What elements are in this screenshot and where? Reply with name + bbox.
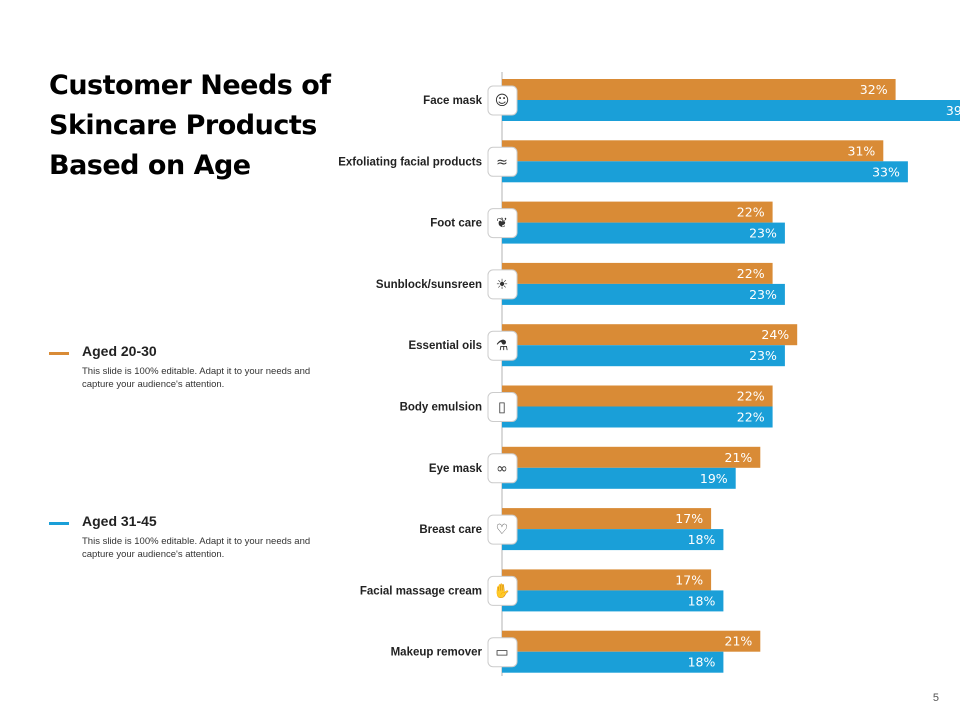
data-label: 23% <box>749 287 777 302</box>
bar-aged-20-30 <box>502 79 896 100</box>
foot-care-icon: ❦ <box>487 208 518 239</box>
data-label: 17% <box>675 572 703 587</box>
massage-cream-icon: ✋ <box>487 575 518 606</box>
bar-aged-20-30 <box>502 508 712 530</box>
category-label: Sunblock/sunsreen <box>376 279 482 291</box>
category-label: Exfoliating facial products <box>338 156 482 168</box>
svg-text:∞: ∞ <box>496 461 508 477</box>
bar-aged-20-30 <box>502 324 798 346</box>
bar-aged-31-45 <box>502 222 785 244</box>
category-label: Makeup remover <box>391 647 483 659</box>
data-label: 18% <box>688 655 716 670</box>
page-number: 5 <box>932 692 939 704</box>
data-label: 23% <box>749 226 777 241</box>
bar-aged-20-30 <box>502 385 773 407</box>
bar-aged-20-30 <box>502 140 884 162</box>
bar-aged-20-30 <box>502 569 712 591</box>
svg-text:▯: ▯ <box>498 400 506 416</box>
bar-aged-20-30 <box>502 201 773 223</box>
category-label: Eye mask <box>429 463 483 475</box>
eye-mask-icon: ∞ <box>487 453 518 484</box>
category-label: Body emulsion <box>400 402 482 414</box>
sunblock-icon: ☀ <box>487 269 518 300</box>
data-label: 23% <box>749 348 777 363</box>
bar-aged-20-30 <box>502 446 761 468</box>
data-label: 22% <box>737 410 765 425</box>
svg-text:≈: ≈ <box>496 154 508 170</box>
legend-title: Aged 31-45 <box>82 513 157 529</box>
data-label: 17% <box>675 511 703 526</box>
category-label: Facial massage cream <box>360 585 482 597</box>
svg-text:▭: ▭ <box>495 645 508 661</box>
makeup-remover-icon: ▭ <box>487 637 518 668</box>
svg-text:☀: ☀ <box>496 277 509 293</box>
essential-oils-icon: ⚗ <box>487 330 518 361</box>
data-label: 33% <box>872 164 900 179</box>
legend-swatch <box>49 522 69 525</box>
bar-aged-31-45 <box>502 345 785 367</box>
svg-text:♡: ♡ <box>496 522 509 538</box>
bar-aged-20-30 <box>502 630 761 652</box>
category-label: Essential oils <box>408 340 482 352</box>
data-label: 18% <box>688 593 716 608</box>
legend-swatch <box>49 352 69 355</box>
bar-aged-31-45 <box>502 283 785 305</box>
legend-description: This slide is 100% editable. Adapt it to… <box>82 366 311 390</box>
category-label: Breast care <box>419 524 482 536</box>
bar-aged-31-45 <box>502 467 736 489</box>
bar-aged-31-45 <box>502 590 724 612</box>
data-label: 39% <box>946 103 960 118</box>
bar-aged-31-45 <box>502 651 724 673</box>
svg-text:✋: ✋ <box>493 582 510 599</box>
bar-aged-20-30 <box>502 262 773 284</box>
category-label: Foot care <box>430 218 482 230</box>
category-label: Face mask <box>423 95 482 107</box>
bar-aged-31-45 <box>502 100 960 121</box>
data-label: 18% <box>688 532 716 547</box>
data-label: 22% <box>737 205 765 220</box>
page-title: Customer Needs of Skincare Products Base… <box>49 70 331 181</box>
data-label: 22% <box>737 266 765 281</box>
legend-title: Aged 20-30 <box>82 343 157 359</box>
exfoliating-icon: ≈ <box>487 146 518 177</box>
body-emulsion-icon: ▯ <box>487 392 518 422</box>
bar-aged-31-45 <box>502 161 908 183</box>
legend-description: This slide is 100% editable. Adapt it to… <box>82 536 311 560</box>
data-label: 19% <box>700 471 728 486</box>
data-label: 22% <box>737 389 765 404</box>
breast-care-icon: ♡ <box>487 514 518 545</box>
bar-aged-31-45 <box>502 406 773 428</box>
data-label: 24% <box>761 327 789 342</box>
bar-aged-31-45 <box>502 529 724 551</box>
svg-text:❦: ❦ <box>496 216 508 232</box>
face-mask-icon: ☺ <box>487 85 518 116</box>
svg-text:☺: ☺ <box>495 93 510 109</box>
svg-text:⚗: ⚗ <box>496 338 509 354</box>
data-label: 21% <box>725 450 753 465</box>
data-label: 32% <box>860 82 888 97</box>
data-label: 21% <box>725 634 753 649</box>
data-label: 31% <box>848 143 876 158</box>
